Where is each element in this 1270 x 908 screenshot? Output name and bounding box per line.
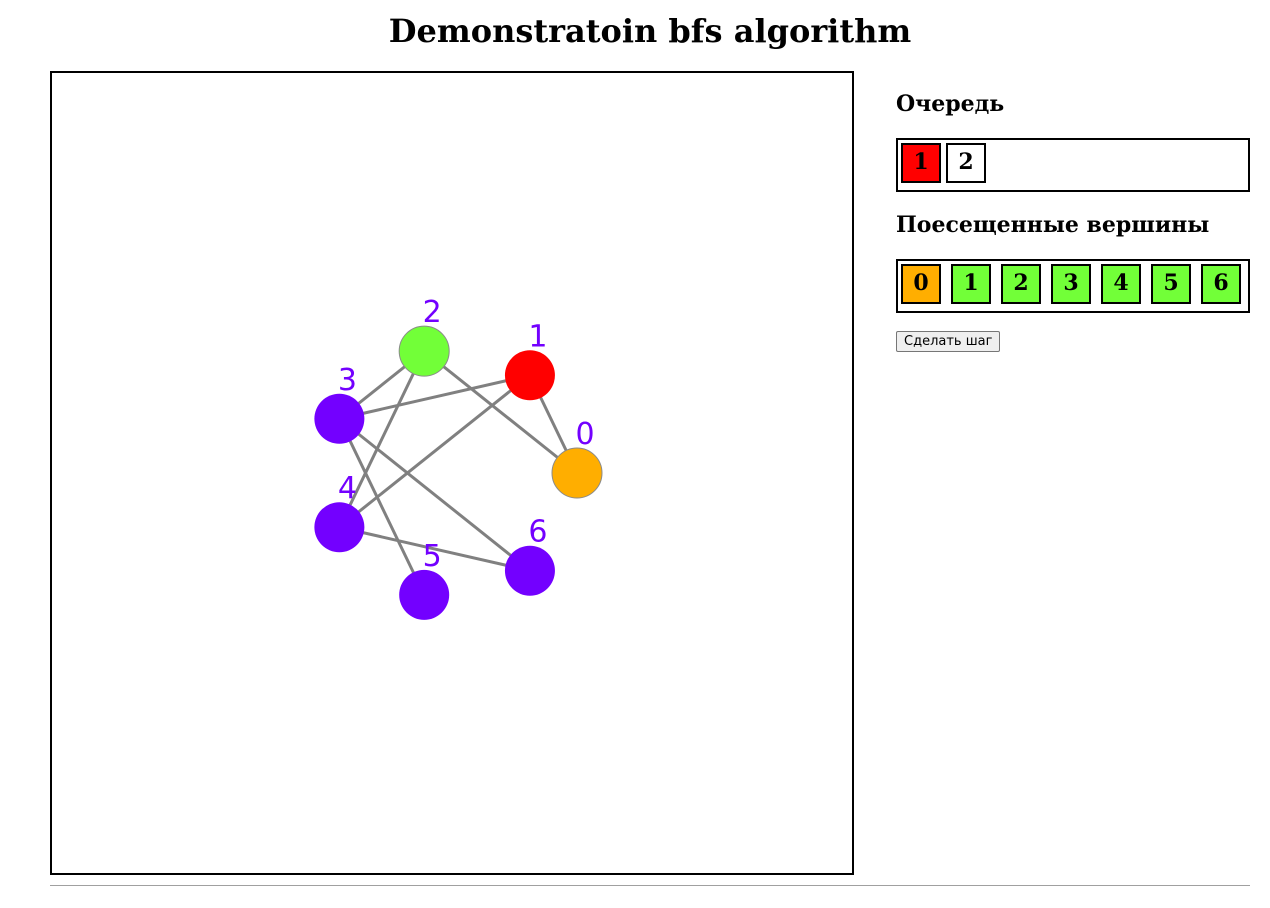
queue-heading: Очередь: [896, 91, 1005, 117]
graph-diagram: 0 1 2 3 4 5 6: [314, 295, 603, 620]
visited-heading: Поесещенные вершины: [896, 212, 1210, 238]
queue-cell-2: 2: [946, 143, 986, 183]
queue-cell-1: 1: [901, 143, 941, 183]
visited-cell-2: 2: [1001, 264, 1041, 304]
graph-edge-3-5: [338, 418, 426, 596]
footer-divider: [50, 885, 1250, 886]
graph-edge-1-4: [338, 374, 531, 529]
visited-cell-6: 6: [1201, 264, 1241, 304]
graph-node-6: [504, 545, 555, 596]
graph-edge-3-6: [338, 417, 531, 572]
graph-edge-4-6: [339, 525, 531, 573]
graph-node-4: [314, 502, 365, 553]
visited-cell-0: 0: [901, 264, 941, 304]
graph-edge-1-3: [339, 373, 531, 421]
visited-cell-1: 1: [951, 264, 991, 304]
step-button[interactable]: Сделать шаг: [896, 331, 1001, 352]
visited-cell-4: 4: [1101, 264, 1141, 304]
graph-node-label-0: 0: [575, 417, 594, 452]
nodes-layer: 0 1 2 3 4 5 6: [314, 295, 603, 620]
graph-edge-2-4: [338, 350, 426, 528]
graph-node-label-3: 3: [338, 363, 357, 398]
page-title: Demonstratoin bfs algorithm: [388, 12, 912, 50]
graph-node-2: [398, 325, 450, 377]
graph-node-5: [399, 569, 450, 620]
graph-node-0: [551, 447, 603, 499]
graph-node-3: [314, 393, 365, 444]
graph-canvas: 0 1 2 3 4 5 6: [50, 71, 854, 875]
graph-node-label-6: 6: [528, 515, 547, 550]
visited-cell-3: 3: [1051, 264, 1091, 304]
graph-node-label-2: 2: [423, 295, 442, 330]
graph-node-label-1: 1: [528, 319, 547, 354]
edges-layer: [338, 349, 579, 596]
graph-node-label-5: 5: [423, 539, 442, 574]
graph-node-1: [504, 350, 555, 401]
visited-cell-5: 5: [1151, 264, 1191, 304]
graph-node-label-4: 4: [338, 471, 357, 506]
graph-edge-0-2: [423, 349, 578, 475]
